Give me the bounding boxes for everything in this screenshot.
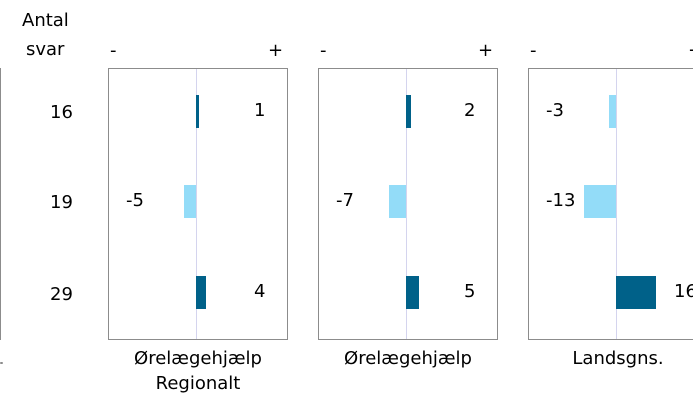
row-count-3: 29 (50, 284, 73, 305)
axis-sign-positive: + (688, 42, 693, 60)
bar-regional-row-1 (196, 94, 199, 128)
panel-frame-landsgns (528, 68, 693, 340)
bar-oerelaege-row-3 (406, 275, 419, 309)
zero-line-oerelaege (406, 69, 407, 339)
count-column-title-line1: Antal (22, 10, 69, 31)
panel-title-oerelaege: Ørelægehjælp (344, 348, 472, 369)
value-label-regional-row-1: 1 (254, 100, 266, 121)
value-label-regional-row-2: -5 (126, 190, 144, 211)
panel-title-regional: Ørelægehjælp (134, 348, 262, 369)
count-column-title-line2: svar (26, 39, 65, 60)
axis-sign-negative: - (320, 40, 327, 61)
axis-sign-negative: - (110, 40, 117, 61)
bar-landsgns-row-3 (616, 275, 656, 309)
value-label-landsgns-row-3: 16 (674, 281, 693, 302)
panel-frame-oerelaege (318, 68, 498, 340)
bar-landsgns-row-2 (583, 184, 616, 218)
previous-panel-edge (0, 68, 1, 340)
row-count-1: 16 (50, 102, 73, 123)
panel-subtitle-regional: Regionalt (155, 373, 241, 394)
bar-landsgns-row-1 (608, 94, 616, 128)
value-label-oerelaege-row-1: 2 (464, 100, 476, 121)
value-label-regional-row-3: 4 (254, 281, 266, 302)
panel-frame-regional (108, 68, 288, 340)
panel-title-landsgns: Landsgns. (572, 348, 664, 369)
axis-sign-negative: - (530, 40, 537, 61)
previous-panel-corner (0, 362, 3, 364)
zero-line-regional (196, 69, 197, 339)
axis-sign-positive: + (478, 40, 494, 61)
value-label-oerelaege-row-2: -7 (336, 190, 354, 211)
bar-regional-row-3 (196, 275, 206, 309)
value-label-oerelaege-row-3: 5 (464, 281, 476, 302)
value-label-landsgns-row-1: -3 (546, 100, 564, 121)
bar-oerelaege-row-1 (406, 94, 411, 128)
bar-regional-row-2 (183, 184, 196, 218)
bar-oerelaege-row-2 (388, 184, 406, 218)
row-count-2: 19 (50, 192, 73, 213)
value-label-landsgns-row-2: -13 (546, 190, 576, 211)
axis-sign-positive: + (268, 40, 284, 61)
zero-line-landsgns (616, 69, 617, 339)
